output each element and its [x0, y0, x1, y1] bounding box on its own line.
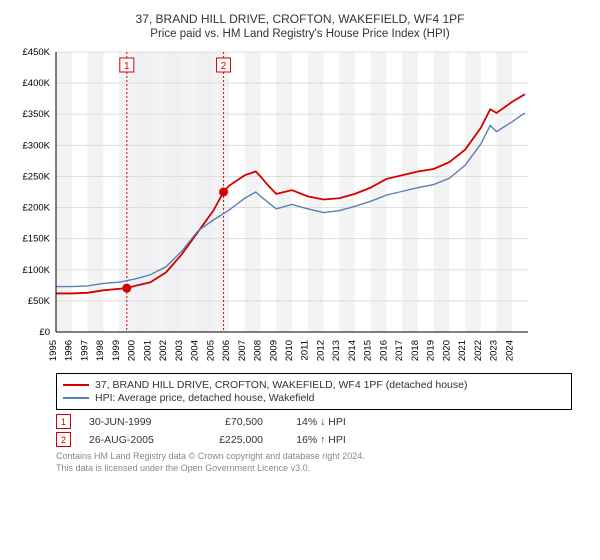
- svg-text:2017: 2017: [394, 340, 405, 361]
- legend-label-hpi: HPI: Average price, detached house, Wake…: [95, 392, 314, 404]
- footer: Contains HM Land Registry data © Crown c…: [56, 451, 572, 474]
- svg-text:£250K: £250K: [23, 171, 51, 182]
- svg-text:1999: 1999: [111, 340, 122, 361]
- event-row: 2 26-AUG-2005 £225,000 16% ↑ HPI: [56, 432, 572, 447]
- svg-text:£350K: £350K: [23, 109, 51, 120]
- footer-line-2: This data is licensed under the Open Gov…: [56, 463, 572, 475]
- svg-text:2010: 2010: [284, 340, 295, 361]
- events-table: 1 30-JUN-1999 £70,500 14% ↓ HPI 2 26-AUG-2005…: [56, 414, 572, 447]
- svg-text:£200K: £200K: [23, 203, 51, 214]
- svg-text:2009: 2009: [268, 340, 279, 361]
- footer-line-1: Contains HM Land Registry data © Crown c…: [56, 451, 572, 463]
- event-marker: 1: [56, 414, 71, 429]
- event-marker: 2: [56, 432, 71, 447]
- svg-text:2020: 2020: [441, 340, 452, 361]
- svg-text:2011: 2011: [300, 340, 311, 360]
- svg-text:1998: 1998: [95, 340, 106, 361]
- line-chart: £0 £50K £100K £150K £200K £250K £300K £350K £400…: [8, 46, 592, 369]
- svg-text:2: 2: [221, 61, 227, 72]
- svg-text:2001: 2001: [142, 340, 153, 361]
- event-date: 26-AUG-2005: [89, 434, 175, 446]
- svg-text:2018: 2018: [410, 340, 421, 361]
- svg-text:2023: 2023: [489, 340, 500, 361]
- svg-text:2021: 2021: [457, 340, 468, 361]
- event-pct: 16% ↑ HPI: [281, 434, 361, 446]
- svg-text:£0: £0: [39, 327, 50, 338]
- legend-swatch-price: [63, 384, 89, 386]
- legend-swatch-hpi: [63, 397, 89, 399]
- svg-text:£50K: £50K: [28, 296, 51, 307]
- svg-text:1997: 1997: [79, 340, 90, 361]
- svg-text:£300K: £300K: [23, 140, 51, 151]
- svg-text:2013: 2013: [331, 340, 342, 361]
- svg-text:2015: 2015: [363, 340, 374, 361]
- event-row: 1 30-JUN-1999 £70,500 14% ↓ HPI: [56, 414, 572, 429]
- chart-title-sub: Price paid vs. HM Land Registry's House …: [8, 28, 592, 40]
- svg-text:2024: 2024: [504, 340, 515, 361]
- legend-row: HPI: Average price, detached house, Wake…: [63, 392, 565, 404]
- svg-text:1: 1: [124, 61, 130, 72]
- svg-text:2006: 2006: [221, 340, 232, 361]
- chart-title-main: 37, BRAND HILL DRIVE, CROFTON, WAKEFIELD…: [8, 12, 592, 26]
- legend-row: 37, BRAND HILL DRIVE, CROFTON, WAKEFIELD…: [63, 379, 565, 391]
- event-date: 30-JUN-1999: [89, 416, 175, 428]
- svg-text:2000: 2000: [127, 340, 138, 361]
- chart-svg: £0 £50K £100K £150K £200K £250K £300K £350K £400…: [8, 46, 538, 366]
- svg-text:2014: 2014: [347, 340, 358, 361]
- svg-text:1995: 1995: [48, 340, 59, 361]
- svg-text:2002: 2002: [158, 340, 169, 361]
- svg-text:2003: 2003: [174, 340, 185, 361]
- svg-text:2004: 2004: [190, 340, 201, 361]
- svg-text:2016: 2016: [378, 340, 389, 361]
- event-price: £70,500: [193, 416, 263, 428]
- svg-text:2012: 2012: [315, 340, 326, 361]
- svg-text:2019: 2019: [426, 340, 437, 361]
- svg-text:2022: 2022: [473, 340, 484, 361]
- event-pct: 14% ↓ HPI: [281, 416, 361, 428]
- legend: 37, BRAND HILL DRIVE, CROFTON, WAKEFIELD…: [56, 373, 572, 410]
- legend-label-price: 37, BRAND HILL DRIVE, CROFTON, WAKEFIELD…: [95, 379, 467, 391]
- svg-text:£150K: £150K: [23, 234, 51, 245]
- svg-text:£100K: £100K: [23, 265, 51, 276]
- svg-text:1996: 1996: [64, 340, 75, 361]
- svg-text:2007: 2007: [237, 340, 248, 361]
- svg-text:2005: 2005: [205, 340, 216, 361]
- svg-text:2008: 2008: [253, 340, 264, 361]
- event-price: £225,000: [193, 434, 263, 446]
- svg-text:£450K: £450K: [23, 47, 51, 58]
- svg-text:£400K: £400K: [23, 78, 51, 89]
